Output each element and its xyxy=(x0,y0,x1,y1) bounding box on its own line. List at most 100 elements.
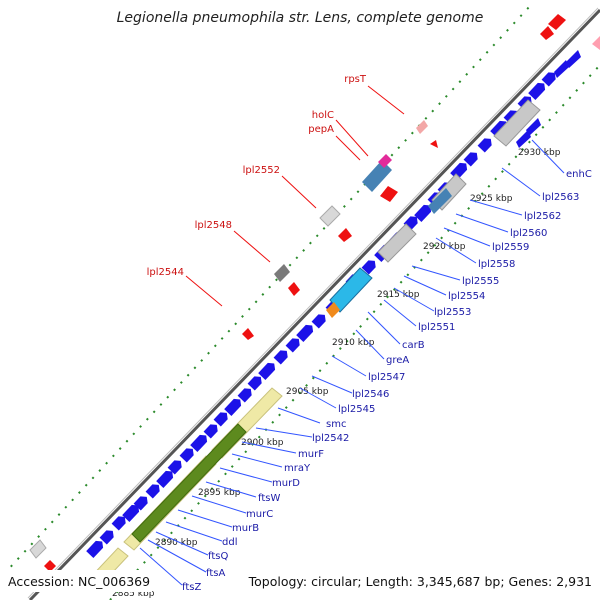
blue-gene-arrow[interactable] xyxy=(156,470,174,488)
blue-gene-arrow[interactable] xyxy=(526,118,541,136)
gene-label[interactable]: murD xyxy=(272,478,300,489)
gene-label[interactable]: lpl2555 xyxy=(462,276,499,287)
gene-lpl2554[interactable] xyxy=(377,223,417,263)
gene-label[interactable]: carB xyxy=(402,340,425,351)
blue-gene-arrow[interactable] xyxy=(179,448,194,463)
genome-summary: Topology: circular; Length: 3,345,687 bp… xyxy=(248,574,592,589)
blue-gene-arrow[interactable] xyxy=(247,376,262,391)
tick-label: 2890 kbp xyxy=(155,538,198,548)
blue-gene-arrow[interactable] xyxy=(273,350,288,365)
gene-label[interactable]: murF xyxy=(298,449,324,460)
gene-label[interactable]: pepA xyxy=(308,124,334,135)
tick-label: 2930 kbp xyxy=(518,148,561,158)
gene-topright-pink[interactable] xyxy=(592,36,600,50)
blue-gene-arrow[interactable] xyxy=(490,120,508,138)
gene-label[interactable]: ftsZ xyxy=(182,582,201,593)
gene-label[interactable]: ddl xyxy=(222,537,237,548)
gene-label[interactable]: lpl2542 xyxy=(312,433,349,444)
footer-backdrop xyxy=(0,570,152,592)
blue-gene-arrow[interactable] xyxy=(190,434,208,452)
gene-lpl2548[interactable] xyxy=(274,264,290,282)
gene-label[interactable]: lpl2553 xyxy=(434,307,471,318)
left-gene-labels: lpl2544 lpl2548 lpl2552 pepA holC rpsT xyxy=(147,74,367,278)
blue-gene-arrow[interactable] xyxy=(296,324,314,342)
gene-label[interactable]: ftsQ xyxy=(208,551,228,562)
gene-lpl2563[interactable] xyxy=(493,99,541,147)
gene-label[interactable]: murB xyxy=(232,523,259,534)
gene-label[interactable]: lpl2544 xyxy=(147,267,184,278)
gene-label[interactable]: lpl2548 xyxy=(195,220,232,231)
gene-label[interactable]: lpl2554 xyxy=(448,291,485,302)
gene-label[interactable]: ftsA xyxy=(206,568,225,579)
genome-backbone xyxy=(28,8,600,600)
right-gene-labels: ftsZ ftsA ftsQ ddl murB murC ftsW murD m… xyxy=(182,169,592,593)
blue-gene-arrow[interactable] xyxy=(463,152,478,167)
gene-label[interactable]: lpl2545 xyxy=(338,404,375,415)
blue-gene-arrow[interactable] xyxy=(111,516,126,531)
gene-label[interactable]: rpsT xyxy=(344,74,367,85)
blue-gene-arrow[interactable] xyxy=(213,412,228,427)
gene-label[interactable]: mraY xyxy=(284,463,311,474)
gene-label[interactable]: lpl2560 xyxy=(510,228,547,239)
right-label-leaders xyxy=(139,139,565,586)
blue-gene-arrow[interactable] xyxy=(566,50,581,68)
blue-gene-arrow[interactable] xyxy=(167,460,182,475)
gene-label[interactable]: enhC xyxy=(566,169,592,180)
gene-label[interactable]: ftsW xyxy=(258,493,280,504)
blue-gene-arrow[interactable] xyxy=(285,338,300,353)
blue-gene-arrow[interactable] xyxy=(541,72,556,87)
blue-gene-arrow[interactable] xyxy=(311,314,326,329)
tick-label: 2900 kbp xyxy=(241,438,284,448)
gene-label[interactable]: lpl2558 xyxy=(478,259,515,270)
gene-lpl2558[interactable] xyxy=(428,188,452,214)
blue-gene-arrow[interactable] xyxy=(477,138,492,153)
tick-label: 2895 kbp xyxy=(198,488,241,498)
gene-holC[interactable] xyxy=(362,160,392,192)
tick-label: 2885 kbp xyxy=(112,589,155,599)
gene-label[interactable]: lpl2563 xyxy=(542,192,579,203)
gene-rpsT[interactable] xyxy=(378,154,392,168)
inner-dotted-track xyxy=(109,64,600,600)
red-gene-track xyxy=(44,14,566,572)
backbone-highlight xyxy=(27,7,599,599)
blue-gene-arrow[interactable] xyxy=(258,362,276,380)
blue-gene-arrow[interactable] xyxy=(414,204,432,222)
feature-genes xyxy=(29,36,600,559)
pale-gene-band xyxy=(87,387,283,589)
gene-label[interactable]: greA xyxy=(386,355,409,366)
gene-label[interactable]: smc xyxy=(326,419,346,430)
gene-label[interactable]: lpl2562 xyxy=(524,211,561,222)
tick-label: 2910 kbp xyxy=(332,338,375,348)
gene-label[interactable]: lpl2546 xyxy=(352,389,389,400)
blue-gene-arrow[interactable] xyxy=(203,424,218,439)
gene-label[interactable]: lpl2547 xyxy=(368,372,405,383)
gene-label[interactable]: lpl2552 xyxy=(243,165,280,176)
blue-gene-arrow[interactable] xyxy=(86,540,104,558)
gene-greA[interactable] xyxy=(326,302,340,318)
gene-topleft-grey[interactable] xyxy=(29,539,47,559)
tick-label: 2915 kbp xyxy=(377,290,420,300)
blue-gene-arrow[interactable] xyxy=(361,260,376,275)
gene-lpl2552[interactable] xyxy=(319,205,341,227)
outer-dotted-track xyxy=(3,5,531,575)
gene-label[interactable]: holC xyxy=(312,110,334,121)
blue-gene-arrow[interactable] xyxy=(99,530,114,545)
blue-gene-arrow[interactable] xyxy=(224,398,242,416)
tick-label: 2920 kbp xyxy=(423,242,466,252)
tick-label: 2925 kbp xyxy=(470,194,513,204)
blue-gene-arrow[interactable] xyxy=(516,130,531,148)
gene-label[interactable]: lpl2551 xyxy=(418,322,455,333)
blue-gene-arrow[interactable] xyxy=(133,496,148,511)
gene-label[interactable]: lpl2559 xyxy=(492,242,529,253)
blue-gene-arrow[interactable] xyxy=(237,388,252,403)
footer-backdrop-right xyxy=(256,570,600,592)
blue-gene-arrow[interactable] xyxy=(122,504,140,522)
gene-rpsT-small[interactable] xyxy=(416,120,428,134)
gene-label[interactable]: murC xyxy=(246,509,273,520)
blue-gene-arrow[interactable] xyxy=(145,484,160,499)
left-label-leaders xyxy=(185,85,405,307)
map-title: Legionella pneumophila str. Lens, comple… xyxy=(117,10,484,26)
blue-gene-arrow[interactable] xyxy=(528,82,546,100)
blue-gene-arrow[interactable] xyxy=(554,60,569,78)
